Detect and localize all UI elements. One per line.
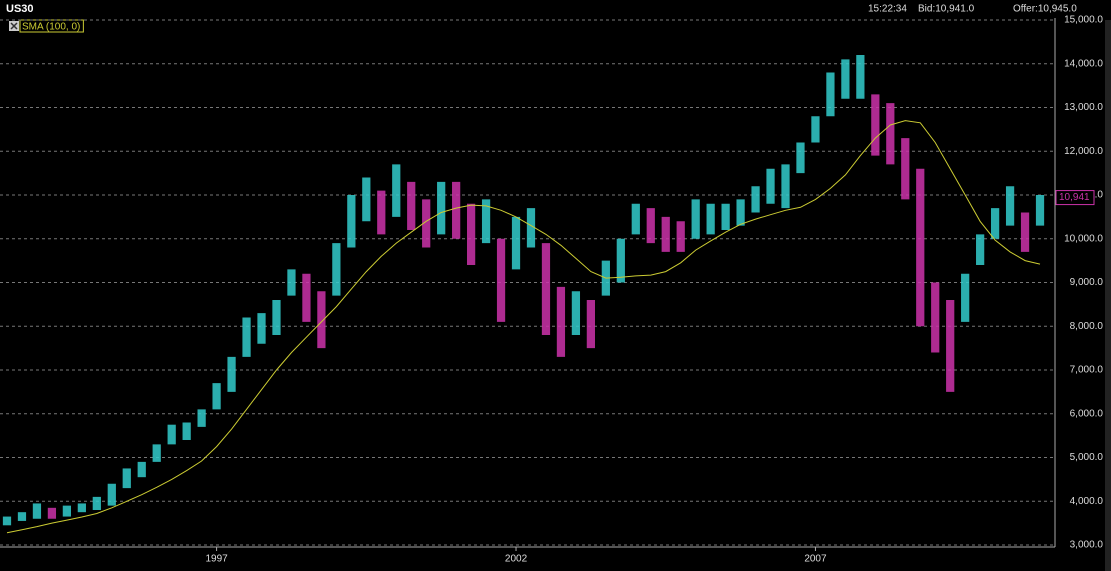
price-bar [706,203,715,235]
y-tick-label: 5,000.0 [1070,452,1104,463]
y-tick-label: 4,000.0 [1070,496,1104,507]
price-bar [826,72,835,117]
price-bar [197,409,206,427]
price-bar [62,505,71,517]
legend: SMA (100, 0) [9,19,84,33]
price-bar [47,507,57,519]
price-bar [916,168,925,327]
price-bar [616,238,625,283]
price-bar [586,300,595,349]
price-bar [137,461,146,478]
price-bar [272,300,281,335]
legend-label: SMA (100, 0) [22,22,80,33]
clock: 15:22:34 [868,4,907,15]
sma-line [6,120,1041,534]
price-bar [1035,195,1045,226]
side-strip [1105,20,1111,571]
offer: Offer:10,945.0 [1013,4,1077,15]
price-bar [437,181,446,235]
y-tick-label: 13,000.0 [1064,102,1103,113]
y-tick-label: 6,000.0 [1070,408,1104,419]
price-bar [541,243,551,335]
price-bar [901,138,910,200]
price-bar [167,424,176,445]
price-bar [691,199,700,239]
price-bar [377,190,386,235]
price-bar [751,186,760,213]
price-bar [631,203,640,235]
price-bar [392,164,401,217]
price-bar [661,216,670,252]
price-bar [152,444,161,462]
price-bar [287,269,296,296]
y-tick-label: 7,000.0 [1070,365,1104,376]
price-bar [781,164,790,209]
price-bar [317,291,326,349]
price-bar [886,103,895,165]
price-bar [676,221,685,252]
price-bar [571,291,581,335]
legend-box [19,19,84,33]
price-bar [257,313,266,344]
price-bar [766,168,775,204]
price-bar [92,496,101,510]
x-tick-label: 2002 [505,554,528,565]
price-bar [422,199,431,248]
price-bar [796,142,805,174]
price-bar [32,503,42,519]
price-bar [736,199,745,226]
price-bar [1020,212,1030,252]
price-bar [242,317,251,357]
price-bar [990,208,1000,239]
y-tick-label: 3,000.0 [1070,540,1104,551]
x-tick-label: 1997 [205,554,228,565]
price-bar [721,203,730,230]
y-tick-label: 12,000.0 [1064,146,1103,157]
y-tick-label: 14,000.0 [1064,58,1103,69]
bid: Bid:10,941.0 [918,4,975,15]
y-tick-label: 10,000.0 [1064,233,1103,244]
price-bar [407,181,416,230]
last-price-box [1055,190,1095,206]
price-bar [17,512,27,521]
price-bar [871,94,880,156]
price-bar [496,238,506,322]
price-bar [811,116,820,143]
price-bar [466,203,476,265]
price-bar [841,59,850,99]
price-bar [931,282,940,353]
chart-title: US30 [6,3,34,15]
last-price-label: 10,941 [1059,192,1090,203]
price-bar [77,503,86,513]
price-bar [481,199,491,244]
price-bar [182,422,191,440]
y-tick-label: 8,000.0 [1070,321,1104,332]
x-tick-label: 2007 [804,554,827,565]
price-bar [347,195,356,248]
legend-close-icon [10,22,18,30]
price-bar [362,177,371,222]
price-bar [1005,186,1015,226]
price-bar [107,483,116,506]
price-bar [2,516,12,526]
price-bar [556,286,566,357]
y-tick-label: 9,000.0 [1070,277,1104,288]
price-bar [526,208,536,248]
price-bar [122,468,131,489]
price-bar [511,216,521,270]
price-bar [856,55,865,99]
price-bar [332,243,341,296]
price-bar [302,273,311,322]
price-bar [976,234,985,265]
price-bar [227,356,236,392]
price-bar [946,300,955,392]
price-bar [961,273,970,322]
price-bar [646,208,655,244]
y-tick-label: 15,000.0 [1064,15,1103,26]
price-bar [452,181,461,239]
price-bar [212,383,221,410]
